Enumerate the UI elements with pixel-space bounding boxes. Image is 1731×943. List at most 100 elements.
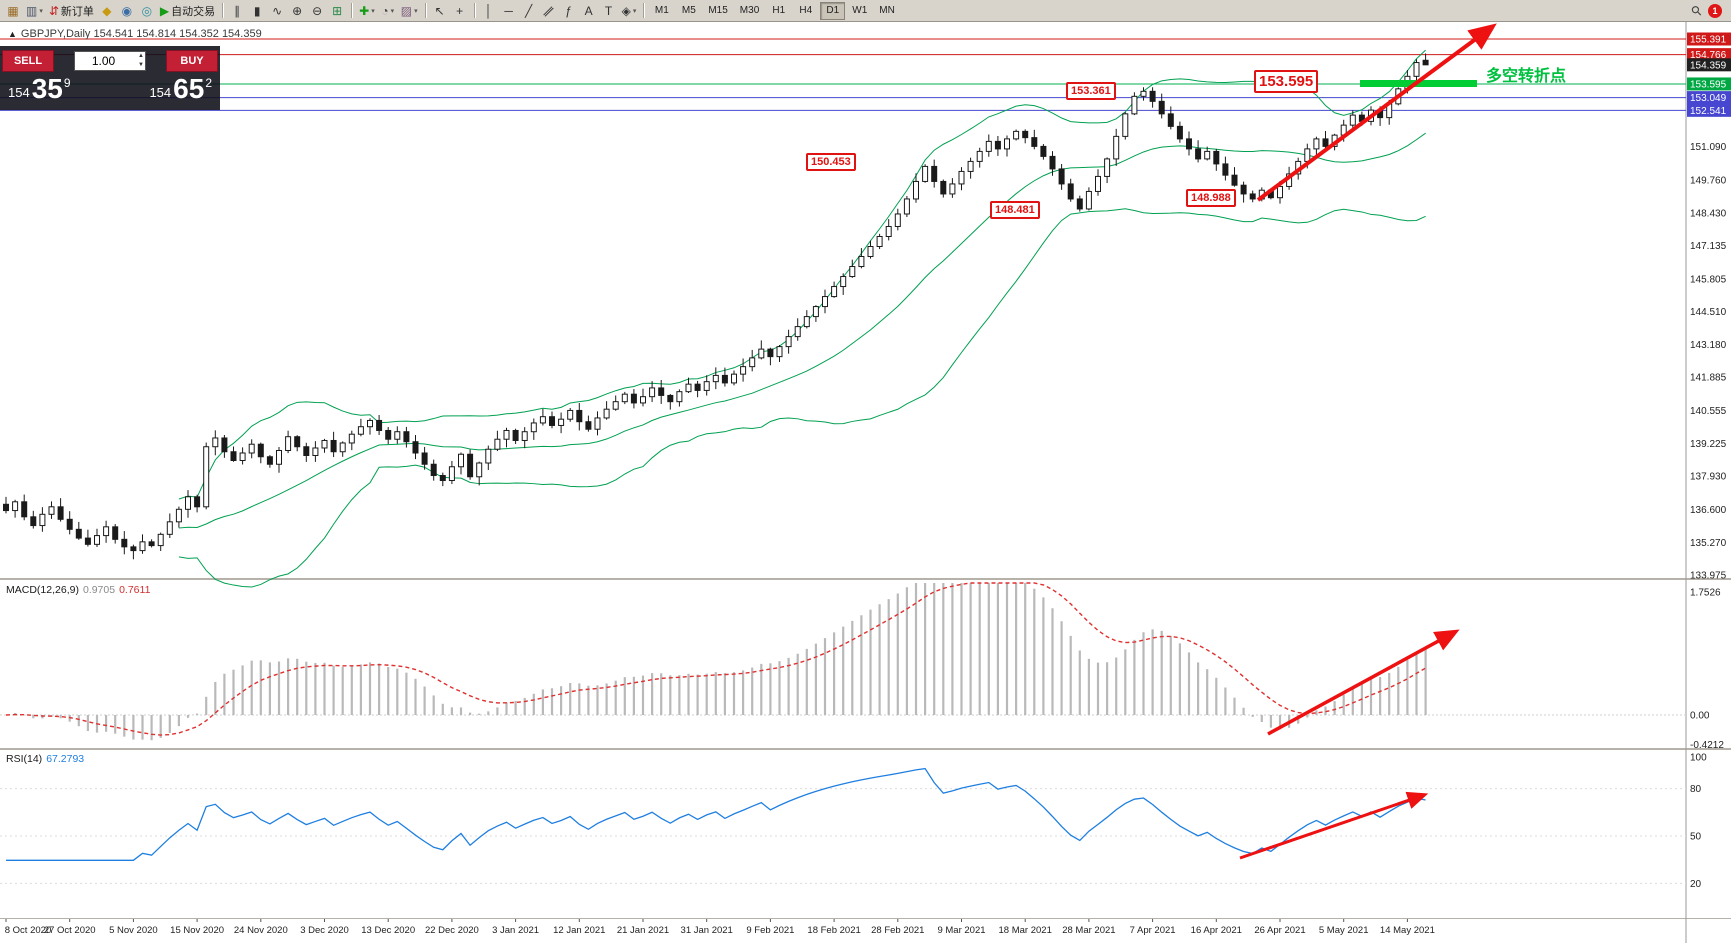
timeframe-m1-button[interactable]: M1 <box>654 5 669 16</box>
svg-text:135.270: 135.270 <box>1690 538 1727 549</box>
timeframe-h4-button[interactable]: H4 <box>799 5 813 16</box>
rsi-line <box>6 767 1426 861</box>
zoom-in-button[interactable]: ⊕ <box>287 1 307 21</box>
timeframe-d1-button[interactable]: D1 <box>820 1 846 20</box>
oneclick-collapse-icon[interactable]: ▲ <box>8 29 17 39</box>
svg-text:8 Oct 2020: 8 Oct 2020 <box>5 925 51 936</box>
timeframe-w1-button[interactable]: W1 <box>852 5 868 16</box>
label-button[interactable]: T <box>599 1 619 21</box>
trend-arrow[interactable] <box>1256 23 1497 202</box>
trend-arrow[interactable] <box>1267 629 1460 736</box>
toolbar-separator <box>473 3 475 18</box>
turning-point-note[interactable]: 多空转折点 <box>1486 68 1567 85</box>
sell-button[interactable]: SELL <box>2 50 54 72</box>
data-window-button[interactable]: ◉ <box>117 1 137 21</box>
price-annotation[interactable]: 150.453 <box>806 153 856 171</box>
svg-text:1.7526: 1.7526 <box>1690 588 1721 599</box>
lot-size-input[interactable] <box>74 51 146 71</box>
notification-badge[interactable]: 1 <box>1708 3 1722 18</box>
price-annotation[interactable]: 148.988 <box>1186 189 1236 207</box>
equidistant-channel-button[interactable]: ∥ <box>539 1 559 21</box>
trendline-button[interactable]: ╱ <box>519 1 539 21</box>
candlestick-series <box>3 53 1429 560</box>
timeframe-mn-button[interactable]: MN <box>879 5 895 16</box>
periods-icon: ◔ <box>381 3 389 18</box>
price-annotation[interactable]: 148.481 <box>990 201 1040 219</box>
indicators-button[interactable]: ✚ ▾ <box>356 1 378 21</box>
tile-windows-icon: ⊞ <box>332 3 343 18</box>
svg-text:155.391: 155.391 <box>1690 35 1727 46</box>
horizontal-level-lines[interactable] <box>0 38 1686 111</box>
horizontal-line-icon: ─ <box>504 3 513 18</box>
symbol-name: GBPJPY,Daily <box>20 28 91 40</box>
new-order-button[interactable]: ⇵ 新订单 <box>46 1 97 21</box>
price-annotation[interactable]: 153.361 <box>1066 82 1116 100</box>
timeframe-m5-button[interactable]: M5 <box>681 5 696 16</box>
line-chart-button[interactable]: ∿ <box>267 1 287 21</box>
svg-text:-0.4212: -0.4212 <box>1690 740 1724 751</box>
chevron-down-icon[interactable]: ▾ <box>39 7 43 15</box>
price-axis[interactable]: 151.090 149.760 148.430 147.135 145.805 144.5… <box>1687 32 1731 890</box>
chevron-down-icon[interactable]: ▾ <box>632 7 637 15</box>
toolbar-separator <box>424 3 426 18</box>
text-button[interactable]: A <box>579 1 599 21</box>
new-chart-button[interactable]: ▦ <box>3 1 23 21</box>
svg-text:147.135: 147.135 <box>1690 241 1727 252</box>
lot-up-icon[interactable]: ▲ <box>138 53 144 59</box>
chevron-down-icon[interactable]: ▾ <box>414 7 418 15</box>
svg-text:12 Jan 2021: 12 Jan 2021 <box>553 925 605 936</box>
svg-text:21 Jan 2021: 21 Jan 2021 <box>617 925 669 936</box>
svg-text:20: 20 <box>1690 879 1702 890</box>
shapes-button[interactable]: ◈ ▾ <box>619 1 640 21</box>
timeframe-h1-button[interactable]: H1 <box>772 5 786 16</box>
svg-text:153.049: 153.049 <box>1690 93 1727 104</box>
crosshair-button[interactable]: + <box>450 1 470 21</box>
templates-button[interactable]: ▨ ▾ <box>398 1 421 21</box>
svg-text:28 Mar 2021: 28 Mar 2021 <box>1062 925 1115 936</box>
svg-text:137.930: 137.930 <box>1690 472 1727 483</box>
timeframe-m15-button[interactable]: M15 <box>708 5 728 16</box>
chart-canvas[interactable]: 151.090 149.760 148.430 147.135 145.805 144.5… <box>0 22 1731 943</box>
svg-text:152.541: 152.541 <box>1690 106 1727 117</box>
fibonacci-button[interactable]: ƒ <box>559 1 579 21</box>
chevron-down-icon[interactable]: ▾ <box>371 7 375 15</box>
svg-text:13 Dec 2020: 13 Dec 2020 <box>361 925 415 936</box>
tile-windows-button[interactable]: ⊞ <box>327 1 347 21</box>
svg-text:18 Mar 2021: 18 Mar 2021 <box>999 925 1052 936</box>
periods-button[interactable]: ◔ ▾ <box>378 1 398 21</box>
svg-text:24 Nov 2020: 24 Nov 2020 <box>234 925 288 936</box>
price-annotation[interactable]: 153.595 <box>1254 70 1319 93</box>
toolbar-right: ⚲ 1 <box>1688 1 1728 19</box>
chart-area: 151.090 149.760 148.430 147.135 145.805 144.5… <box>0 22 1731 943</box>
cursor-button[interactable]: ↖ <box>430 1 450 21</box>
horizontal-line-button[interactable]: ─ <box>499 1 519 21</box>
toolbar-separator <box>222 3 224 18</box>
autotrading-label: 自动交易 <box>171 5 216 18</box>
chevron-down-icon[interactable]: ▾ <box>390 7 395 15</box>
svg-text:28 Feb 2021: 28 Feb 2021 <box>871 925 924 936</box>
timeframe-m30-button[interactable]: M30 <box>739 5 760 16</box>
svg-text:14 May 2021: 14 May 2021 <box>1380 925 1435 936</box>
svg-text:154.359: 154.359 <box>1690 60 1727 71</box>
bar-chart-button[interactable]: ∥ <box>227 1 247 21</box>
autotrading-button[interactable]: ▶ 自动交易 <box>157 1 218 21</box>
sell-price[interactable]: 154 35 9 <box>8 73 71 104</box>
svg-text:27 Oct 2020: 27 Oct 2020 <box>44 925 96 936</box>
buy-price[interactable]: 154 65 2 <box>149 73 212 104</box>
lot-down-icon[interactable]: ▼ <box>138 62 144 68</box>
buy-button[interactable]: BUY <box>166 50 218 72</box>
candlestick-chart-button[interactable]: ▮ <box>247 1 267 21</box>
svg-text:16 Apr 2021: 16 Apr 2021 <box>1191 925 1242 936</box>
vertical-line-icon: │ <box>484 3 493 18</box>
svg-text:133.975: 133.975 <box>1690 571 1727 582</box>
zoom-out-button[interactable]: ⊖ <box>307 1 327 21</box>
navigator-button[interactable]: ◎ <box>137 1 157 21</box>
svg-text:0.00: 0.00 <box>1690 711 1710 722</box>
data-window-icon: ◉ <box>121 3 133 18</box>
vertical-line-button[interactable]: │ <box>479 1 499 21</box>
search-icon[interactable]: ⚲ <box>1688 1 1706 19</box>
profiles-button[interactable]: ▥ ▾ <box>23 1 46 21</box>
trend-arrow[interactable] <box>1239 791 1429 860</box>
market-watch-button[interactable]: ◆ <box>97 1 117 21</box>
